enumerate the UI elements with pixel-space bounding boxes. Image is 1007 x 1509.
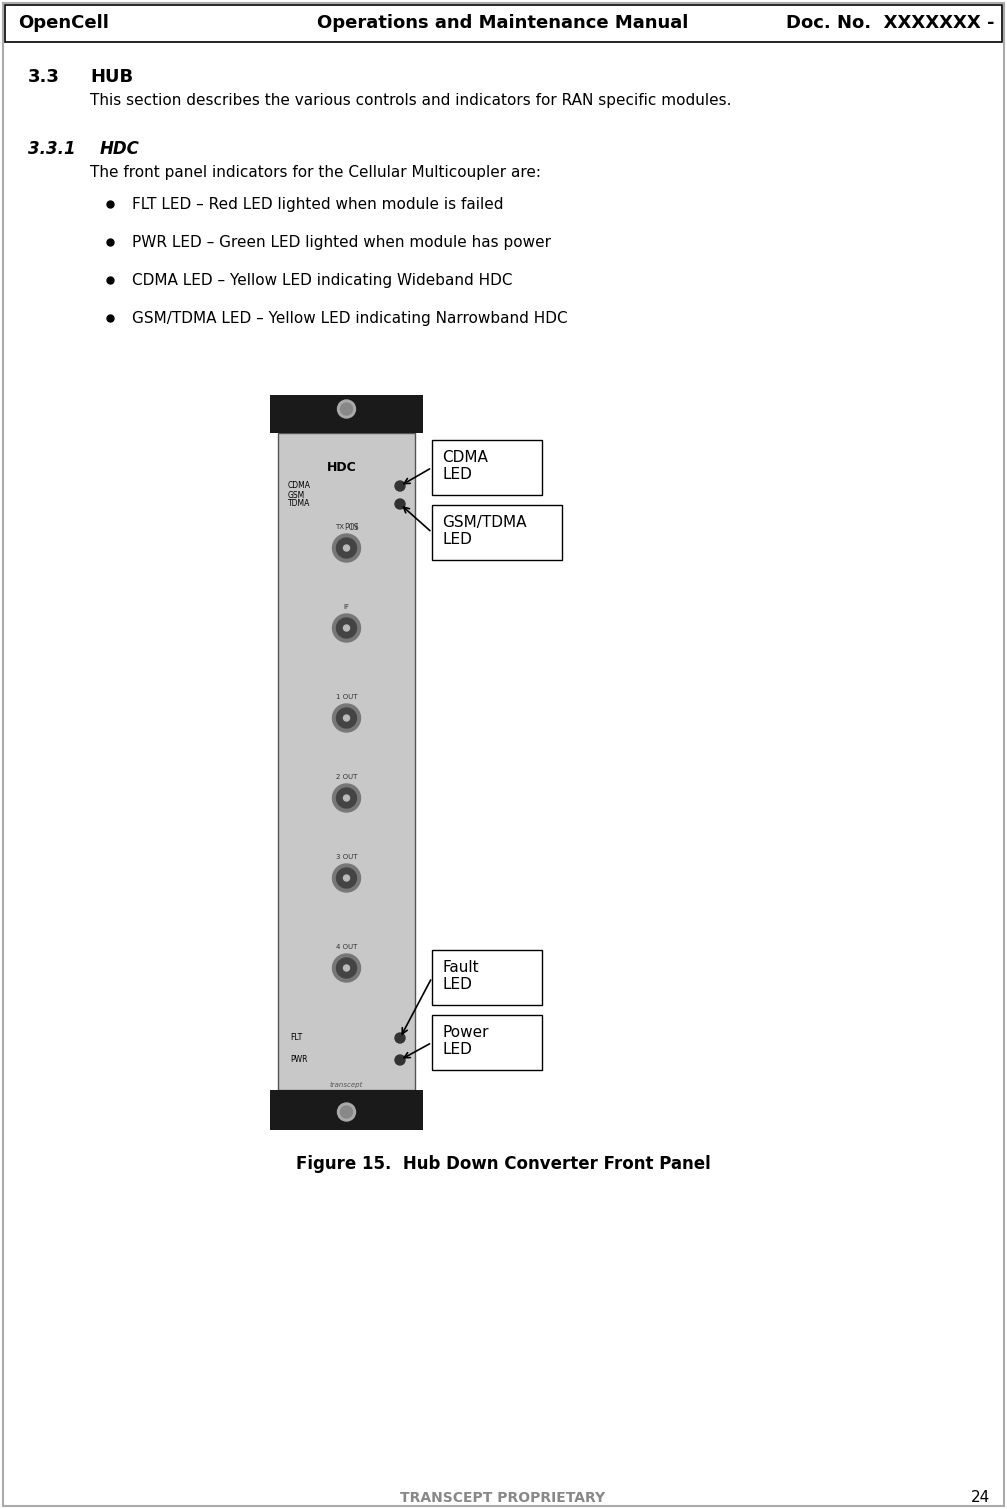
Text: IF: IF <box>343 604 349 610</box>
Text: CDMA
LED: CDMA LED <box>442 450 487 483</box>
Circle shape <box>332 705 361 732</box>
Text: Power
LED: Power LED <box>442 1025 488 1058</box>
Bar <box>432 1016 542 1070</box>
Bar <box>278 433 415 1089</box>
Text: PWR LED – Green LED lighted when module has power: PWR LED – Green LED lighted when module … <box>132 235 551 250</box>
Text: The front panel indicators for the Cellular Multicoupler are:: The front panel indicators for the Cellu… <box>90 164 541 180</box>
Circle shape <box>395 481 405 490</box>
Text: 2 OUT: 2 OUT <box>335 774 357 780</box>
Text: This section describes the various controls and indicators for RAN specific modu: This section describes the various contr… <box>90 94 731 109</box>
Text: transcept: transcept <box>330 1082 364 1088</box>
Text: Figure 15.  Hub Down Converter Front Panel: Figure 15. Hub Down Converter Front Pane… <box>296 1154 710 1172</box>
Text: PCS: PCS <box>344 524 358 533</box>
Text: HUB: HUB <box>90 68 133 86</box>
Circle shape <box>337 1103 355 1121</box>
Circle shape <box>332 785 361 812</box>
Text: TDMA: TDMA <box>288 499 310 509</box>
Text: 3 OUT: 3 OUT <box>335 854 357 860</box>
Text: CDMA LED – Yellow LED indicating Wideband HDC: CDMA LED – Yellow LED indicating Wideban… <box>132 273 513 288</box>
Circle shape <box>336 788 356 807</box>
Circle shape <box>343 625 349 631</box>
Text: 3.3: 3.3 <box>28 68 59 86</box>
Text: TRANSCEPT PROPRIETARY: TRANSCEPT PROPRIETARY <box>401 1491 605 1504</box>
Circle shape <box>340 1106 352 1118</box>
Text: HDC: HDC <box>326 462 356 474</box>
Circle shape <box>395 499 405 509</box>
Text: Doc. No.  XXXXXXX -: Doc. No. XXXXXXX - <box>786 15 995 33</box>
Text: HDC: HDC <box>100 140 140 158</box>
Circle shape <box>337 400 355 418</box>
Text: FLT LED – Red LED lighted when module is failed: FLT LED – Red LED lighted when module is… <box>132 198 504 211</box>
Circle shape <box>395 1055 405 1065</box>
Circle shape <box>332 534 361 561</box>
Bar <box>5 5 1002 42</box>
Text: OpenCell: OpenCell <box>18 15 109 33</box>
Text: 24: 24 <box>971 1491 990 1506</box>
Text: PWR: PWR <box>290 1055 307 1064</box>
Bar <box>432 441 542 495</box>
Circle shape <box>336 539 356 558</box>
Circle shape <box>332 865 361 892</box>
Circle shape <box>336 619 356 638</box>
Circle shape <box>343 964 349 970</box>
Text: TX   IN: TX IN <box>335 524 358 530</box>
Circle shape <box>343 715 349 721</box>
Circle shape <box>336 708 356 727</box>
Bar <box>270 395 423 433</box>
Text: CDMA: CDMA <box>288 481 311 490</box>
Circle shape <box>343 545 349 551</box>
Circle shape <box>332 614 361 641</box>
Circle shape <box>395 1034 405 1043</box>
Circle shape <box>343 875 349 881</box>
Text: GSM/TDMA
LED: GSM/TDMA LED <box>442 515 527 548</box>
Text: FLT: FLT <box>290 1034 302 1043</box>
Bar <box>432 951 542 1005</box>
Text: Fault
LED: Fault LED <box>442 960 478 993</box>
Bar <box>270 1089 423 1130</box>
Circle shape <box>332 954 361 982</box>
Bar <box>432 506 562 560</box>
Circle shape <box>336 958 356 978</box>
Text: 1 OUT: 1 OUT <box>335 694 357 700</box>
Circle shape <box>343 795 349 801</box>
Circle shape <box>340 403 352 415</box>
Circle shape <box>336 868 356 887</box>
Text: 3.3.1: 3.3.1 <box>28 140 76 158</box>
Text: GSM: GSM <box>288 490 305 499</box>
Text: Operations and Maintenance Manual: Operations and Maintenance Manual <box>317 15 689 33</box>
Text: 4 OUT: 4 OUT <box>335 945 357 951</box>
Text: GSM/TDMA LED – Yellow LED indicating Narrowband HDC: GSM/TDMA LED – Yellow LED indicating Nar… <box>132 311 568 326</box>
